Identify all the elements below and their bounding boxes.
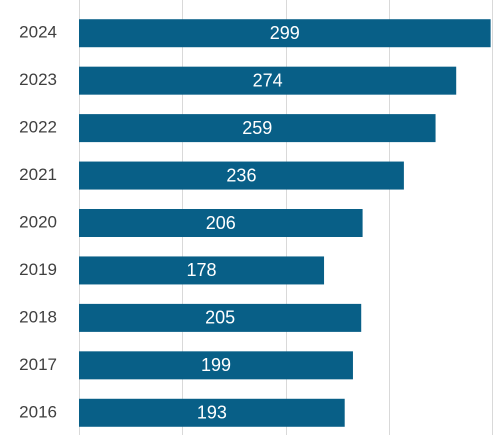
value-label: 236	[226, 165, 256, 185]
bar	[79, 161, 404, 190]
bar	[79, 398, 345, 427]
y-tick-label: 2023	[19, 70, 57, 89]
y-tick-label: 2016	[19, 402, 57, 421]
value-label: 178	[186, 260, 216, 280]
value-label: 274	[253, 70, 283, 90]
value-label: 205	[205, 308, 235, 328]
value-label: 299	[270, 23, 300, 43]
value-label: 259	[242, 118, 272, 138]
y-tick-label: 2018	[19, 307, 57, 326]
bar	[79, 256, 325, 285]
bar	[79, 66, 457, 95]
y-tick-label: 2017	[19, 355, 57, 374]
y-tick-label: 2021	[19, 165, 57, 184]
value-label: 193	[197, 403, 227, 423]
y-tick-label: 2024	[19, 23, 57, 42]
bar	[79, 351, 353, 380]
bar	[79, 114, 436, 143]
y-tick-label: 2019	[19, 260, 57, 279]
bar	[79, 19, 491, 48]
y-tick-label: 2020	[19, 212, 57, 231]
y-tick-label: 2022	[19, 118, 57, 137]
value-label: 206	[206, 213, 236, 233]
value-label: 199	[201, 355, 231, 375]
bar	[79, 303, 362, 332]
bar	[79, 209, 363, 237]
